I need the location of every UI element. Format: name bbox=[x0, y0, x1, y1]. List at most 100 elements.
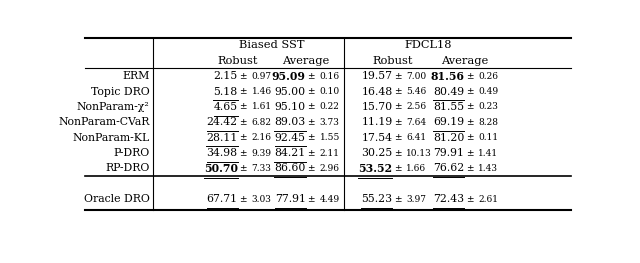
Text: 95.00: 95.00 bbox=[275, 87, 306, 97]
Text: ±: ± bbox=[466, 118, 474, 127]
Text: 1.41: 1.41 bbox=[478, 149, 499, 158]
Text: 1.43: 1.43 bbox=[478, 164, 499, 173]
Text: 67.71: 67.71 bbox=[207, 194, 237, 204]
Text: ±: ± bbox=[239, 87, 246, 96]
Text: 6.41: 6.41 bbox=[406, 133, 426, 142]
Text: ±: ± bbox=[239, 118, 246, 127]
Text: ±: ± bbox=[394, 87, 401, 96]
Text: 9.39: 9.39 bbox=[252, 149, 271, 158]
Text: Robust: Robust bbox=[218, 56, 258, 66]
Text: ±: ± bbox=[307, 133, 315, 142]
Text: 1.46: 1.46 bbox=[252, 87, 272, 96]
Text: ±: ± bbox=[394, 149, 401, 158]
Text: 11.19: 11.19 bbox=[361, 117, 392, 127]
Text: ±: ± bbox=[394, 133, 401, 142]
Text: ±: ± bbox=[239, 149, 246, 158]
Text: RP-DRO: RP-DRO bbox=[105, 164, 150, 174]
Text: 2.11: 2.11 bbox=[319, 149, 340, 158]
Text: ±: ± bbox=[307, 118, 315, 127]
Text: Topic DRO: Topic DRO bbox=[91, 87, 150, 97]
Text: ±: ± bbox=[239, 133, 246, 142]
Text: 8.28: 8.28 bbox=[478, 118, 499, 127]
Text: ±: ± bbox=[239, 195, 246, 204]
Text: 15.70: 15.70 bbox=[362, 102, 392, 112]
Text: 95.09: 95.09 bbox=[272, 70, 306, 82]
Text: 0.16: 0.16 bbox=[319, 72, 340, 81]
Text: 24.42: 24.42 bbox=[207, 117, 237, 127]
Text: ERM: ERM bbox=[122, 71, 150, 81]
Text: P-DRO: P-DRO bbox=[113, 148, 150, 158]
Text: 0.11: 0.11 bbox=[478, 133, 499, 142]
Text: ±: ± bbox=[466, 149, 474, 158]
Text: 4.49: 4.49 bbox=[319, 195, 340, 204]
Text: ±: ± bbox=[307, 149, 315, 158]
Text: 16.48: 16.48 bbox=[361, 87, 392, 97]
Text: 2.61: 2.61 bbox=[478, 195, 499, 204]
Text: 6.82: 6.82 bbox=[252, 118, 271, 127]
Text: 50.70: 50.70 bbox=[204, 163, 237, 174]
Text: 86.60: 86.60 bbox=[275, 164, 306, 174]
Text: 0.22: 0.22 bbox=[319, 102, 339, 112]
Text: ±: ± bbox=[394, 118, 401, 127]
Text: Robust: Robust bbox=[372, 56, 413, 66]
Text: ±: ± bbox=[466, 87, 474, 96]
Text: 1.66: 1.66 bbox=[406, 164, 426, 173]
Text: 28.11: 28.11 bbox=[206, 133, 237, 143]
Text: 3.97: 3.97 bbox=[406, 195, 426, 204]
Text: ±: ± bbox=[307, 195, 315, 204]
Text: ±: ± bbox=[394, 72, 401, 81]
Text: 2.15: 2.15 bbox=[214, 71, 237, 81]
Text: 1.61: 1.61 bbox=[252, 102, 272, 112]
Text: Average: Average bbox=[441, 56, 488, 66]
Text: 81.55: 81.55 bbox=[433, 102, 465, 112]
Text: ±: ± bbox=[239, 72, 246, 81]
Text: ±: ± bbox=[307, 102, 315, 112]
Text: ±: ± bbox=[394, 164, 401, 173]
Text: 3.73: 3.73 bbox=[319, 118, 339, 127]
Text: 34.98: 34.98 bbox=[207, 148, 237, 158]
Text: 55.23: 55.23 bbox=[362, 194, 392, 204]
Text: ±: ± bbox=[394, 195, 401, 204]
Text: NonParam-χ²: NonParam-χ² bbox=[77, 102, 150, 112]
Text: 0.49: 0.49 bbox=[478, 87, 499, 96]
Text: 2.56: 2.56 bbox=[406, 102, 426, 112]
Text: 0.26: 0.26 bbox=[478, 72, 499, 81]
Text: ±: ± bbox=[239, 102, 246, 112]
Text: 76.62: 76.62 bbox=[433, 164, 465, 174]
Text: 0.97: 0.97 bbox=[252, 72, 272, 81]
Text: 7.64: 7.64 bbox=[406, 118, 426, 127]
Text: 53.52: 53.52 bbox=[358, 163, 392, 174]
Text: ±: ± bbox=[307, 164, 315, 173]
Text: 17.54: 17.54 bbox=[362, 133, 392, 143]
Text: 81.20: 81.20 bbox=[433, 133, 465, 143]
Text: 5.46: 5.46 bbox=[406, 87, 427, 96]
Text: 84.21: 84.21 bbox=[275, 148, 306, 158]
Text: 10.13: 10.13 bbox=[406, 149, 432, 158]
Text: 79.91: 79.91 bbox=[433, 148, 465, 158]
Text: Oracle DRO: Oracle DRO bbox=[84, 194, 150, 204]
Text: 92.45: 92.45 bbox=[275, 133, 306, 143]
Text: 7.33: 7.33 bbox=[252, 164, 271, 173]
Text: 69.19: 69.19 bbox=[433, 117, 465, 127]
Text: ±: ± bbox=[307, 72, 315, 81]
Text: ±: ± bbox=[394, 102, 401, 112]
Text: 4.65: 4.65 bbox=[214, 102, 237, 112]
Text: ±: ± bbox=[466, 102, 474, 112]
Text: 30.25: 30.25 bbox=[361, 148, 392, 158]
Text: 7.00: 7.00 bbox=[406, 72, 426, 81]
Text: ±: ± bbox=[466, 72, 474, 81]
Text: ±: ± bbox=[307, 87, 315, 96]
Text: Average: Average bbox=[282, 56, 330, 66]
Text: 19.57: 19.57 bbox=[362, 71, 392, 81]
Text: 1.55: 1.55 bbox=[319, 133, 340, 142]
Text: ±: ± bbox=[239, 164, 246, 173]
Text: NonParam-KL: NonParam-KL bbox=[72, 133, 150, 143]
Text: 3.03: 3.03 bbox=[252, 195, 271, 204]
Text: 72.43: 72.43 bbox=[433, 194, 465, 204]
Text: 89.03: 89.03 bbox=[275, 117, 306, 127]
Text: 77.91: 77.91 bbox=[275, 194, 306, 204]
Text: 80.49: 80.49 bbox=[433, 87, 465, 97]
Text: 0.23: 0.23 bbox=[478, 102, 498, 112]
Text: ±: ± bbox=[466, 133, 474, 142]
Text: 2.16: 2.16 bbox=[252, 133, 271, 142]
